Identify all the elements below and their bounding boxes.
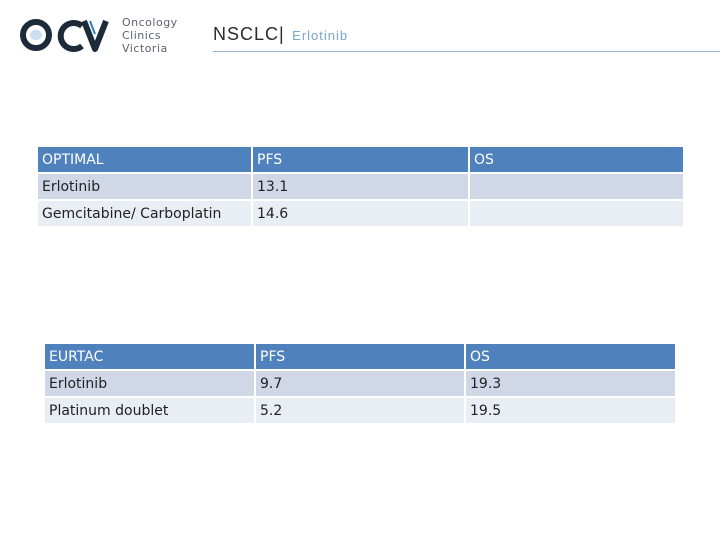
cell-treatment: Gemcitabine/ Carboplatin [36,199,253,228]
cell-pfs: 13.1 [251,172,470,201]
title-divider [213,51,720,52]
title-subtitle: Erlotinib [292,28,349,43]
cell-os [468,172,685,201]
header-cell-os: OS [468,145,685,174]
header-cell-trial: EURTAC [43,342,256,371]
logo-line-clinics: Clinics [122,29,162,42]
logo-wordmark: Oncology Clinics Victoria [122,16,178,55]
table-row: Erlotinib 9.7 19.3 [43,369,677,398]
optimal-table: OPTIMAL PFS OS Erlotinib 13.1 Gemcitabin… [36,145,685,228]
table-row: Gemcitabine/ Carboplatin 14.6 [36,199,685,228]
cell-pfs: 9.7 [254,369,466,398]
table-row: Erlotinib 13.1 [36,172,685,201]
header-cell-pfs: PFS [254,342,466,371]
cell-treatment: Erlotinib [36,172,253,201]
header-cell-pfs: PFS [251,145,470,174]
eurtac-table: EURTAC PFS OS Erlotinib 9.7 19.3 Platinu… [43,342,677,425]
slide-title: NSCLC| Erlotinib [213,24,348,45]
cell-os: 19.3 [464,369,677,398]
cell-pfs: 14.6 [251,199,470,228]
cell-os [468,199,685,228]
ocv-logo-mark-icon [20,19,109,52]
cell-treatment: Platinum doublet [43,396,256,425]
table-row: Platinum doublet 5.2 19.5 [43,396,677,425]
table-header-row: EURTAC PFS OS [43,342,677,371]
ocv-logo: Oncology Clinics Victoria [20,14,200,58]
cell-treatment: Erlotinib [43,369,256,398]
cell-os: 19.5 [464,396,677,425]
title-main: NSCLC [213,24,280,44]
header-cell-os: OS [464,342,677,371]
table-header-row: OPTIMAL PFS OS [36,145,685,174]
title-separator: | [279,24,284,44]
cell-pfs: 5.2 [254,396,466,425]
logo-line-victoria: Victoria [122,42,168,55]
header-cell-trial: OPTIMAL [36,145,253,174]
logo-line-oncology: Oncology [122,16,178,29]
